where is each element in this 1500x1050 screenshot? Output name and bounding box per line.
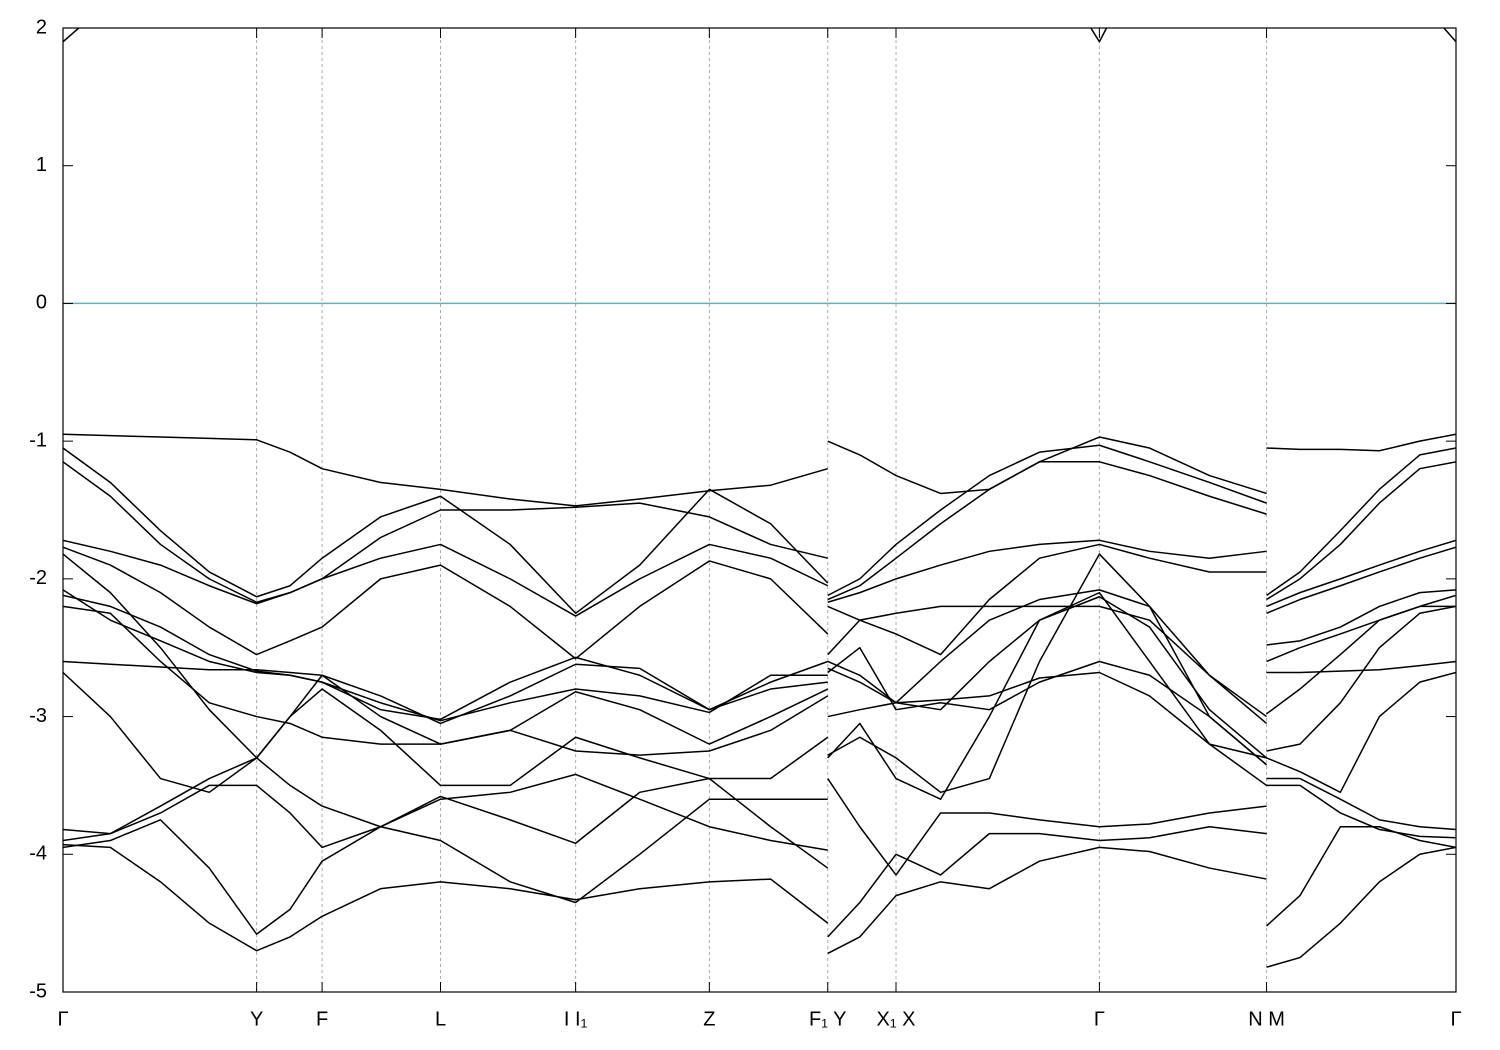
band-line (63, 757, 828, 904)
band-line (63, 660, 829, 745)
band-line (827, 444, 1267, 597)
band-line (1266, 539, 1456, 608)
band-line (63, 605, 829, 756)
plot-frame (62, 27, 1457, 993)
axes: -5 -4 -3 -2 -1 0 1 2 Γ Y F L I I₁ Z F₁ Y X₁ X Γ N M Γ (29, 16, 1461, 1030)
band-line (63, 546, 829, 660)
band-line (1266, 461, 1456, 601)
band-line (827, 846, 1267, 955)
y-tick-label: -4 (29, 843, 47, 865)
band-line (827, 436, 1267, 495)
band-line (1266, 589, 1456, 646)
y-tick-label: -5 (29, 980, 47, 1002)
y-tick-label: 2 (36, 16, 47, 38)
band-line (1442, 28, 1456, 43)
band-line (63, 461, 828, 604)
x-tick-label: Γ (57, 1008, 68, 1030)
band-line (827, 671, 1267, 787)
x-tick-label: I I₁ (564, 1008, 588, 1030)
x-tick-label: Γ (1094, 1008, 1105, 1030)
band-line (1266, 846, 1456, 968)
band-line (827, 778, 1267, 876)
band-line (1266, 447, 1456, 596)
band-line (1266, 546, 1456, 614)
band-line (1266, 605, 1456, 715)
band-line (827, 596, 1268, 759)
x-tick-label: F₁ Y (809, 1008, 847, 1030)
band-line (827, 589, 1268, 725)
bands (63, 28, 1456, 968)
band-line (1266, 777, 1456, 831)
band-line (1266, 594, 1456, 663)
x-tick-label: X₁ X (877, 1008, 916, 1030)
y-tick-label: 1 (36, 154, 47, 176)
band-line (1266, 660, 1456, 674)
band-line (827, 539, 1267, 603)
band-line (1266, 433, 1456, 452)
band-line (827, 646, 1268, 766)
band-line (827, 553, 1268, 794)
band-line (63, 589, 828, 722)
y-tick-label: 0 (36, 292, 47, 314)
band-line (827, 461, 1267, 601)
band-line (827, 543, 1267, 656)
grid (62, 28, 1457, 992)
band-line (1266, 605, 1456, 752)
x-tick-label: L (435, 1008, 446, 1030)
band-line (827, 825, 1267, 938)
band-line (63, 28, 80, 43)
band-line (63, 843, 829, 952)
band-line (1266, 825, 1456, 927)
band-line (827, 605, 1267, 718)
band-line (63, 433, 828, 507)
x-tick-label: N M (1248, 1008, 1285, 1030)
x-tick-label: Γ (1450, 1008, 1461, 1030)
band-line (63, 447, 829, 615)
band-line (1266, 671, 1456, 794)
band-line (1266, 784, 1456, 839)
band-line (63, 594, 828, 721)
band-line (827, 591, 1267, 800)
x-tick-label: Y (250, 1008, 263, 1030)
band-line (63, 539, 829, 617)
x-tick-label: Z (703, 1008, 715, 1030)
band-line (63, 671, 829, 794)
band-line (63, 777, 829, 935)
band-line (1089, 28, 1108, 43)
y-tick-label: -2 (29, 567, 47, 589)
band-line (63, 553, 829, 759)
x-tick-label: F (316, 1008, 328, 1030)
y-tick-label: -1 (29, 429, 47, 451)
y-tick-label: -3 (29, 705, 47, 727)
